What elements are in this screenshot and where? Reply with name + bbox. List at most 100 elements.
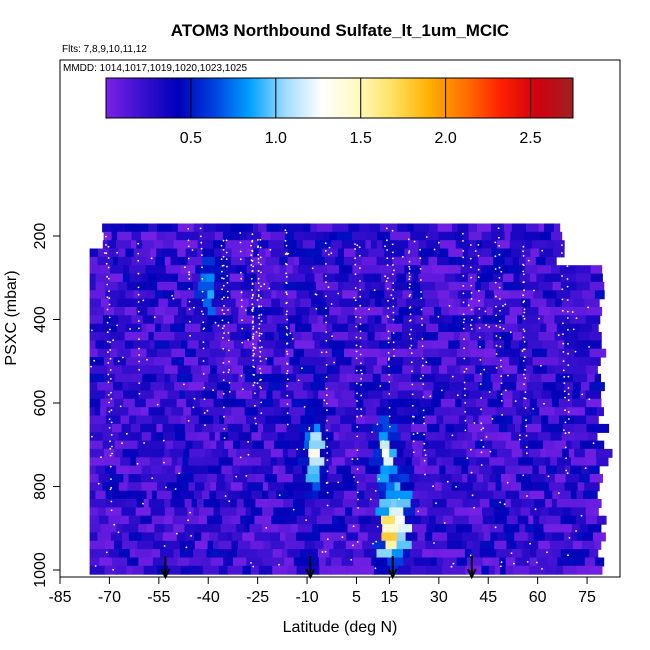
heatmap-cell bbox=[164, 407, 172, 417]
heatmap-cell bbox=[439, 240, 457, 250]
heatmap-cell bbox=[347, 524, 361, 533]
heatmap-cell bbox=[108, 515, 122, 525]
heatmap-cell bbox=[468, 340, 479, 350]
track-point bbox=[567, 554, 569, 557]
heatmap-cell bbox=[497, 432, 512, 442]
heatmap-cell bbox=[572, 540, 583, 550]
heatmap-cell bbox=[391, 332, 403, 341]
heatmap-cell bbox=[257, 465, 263, 475]
heatmap-cell bbox=[174, 423, 186, 433]
heatmap-cell bbox=[193, 549, 207, 559]
track-point bbox=[188, 271, 191, 274]
track-point bbox=[564, 446, 567, 449]
heatmap-cell bbox=[541, 482, 550, 492]
heatmap-cell bbox=[120, 457, 131, 467]
heatmap-cell bbox=[289, 440, 305, 450]
heatmap-cell bbox=[216, 490, 229, 500]
heatmap-cell bbox=[167, 465, 176, 475]
track-point bbox=[239, 232, 242, 234]
track-point bbox=[360, 362, 362, 365]
heatmap-cell bbox=[160, 323, 171, 333]
track-point bbox=[116, 324, 118, 327]
heatmap-cell bbox=[89, 340, 96, 350]
heatmap-cell bbox=[192, 373, 209, 383]
track-point bbox=[330, 252, 333, 255]
track-point bbox=[498, 245, 500, 247]
heatmap-cell bbox=[284, 482, 297, 492]
track-point bbox=[561, 288, 564, 291]
heatmap-cell bbox=[256, 273, 267, 283]
track-point bbox=[258, 305, 260, 308]
heatmap-cell bbox=[410, 565, 427, 575]
heatmap-cell bbox=[436, 457, 443, 467]
track-point bbox=[467, 304, 470, 307]
track-point bbox=[223, 332, 226, 334]
heatmap-cell bbox=[151, 465, 163, 475]
track-point bbox=[500, 399, 503, 402]
heatmap-cell bbox=[233, 415, 247, 425]
heatmap-cell bbox=[500, 332, 514, 341]
heatmap-cell bbox=[245, 507, 252, 517]
track-point bbox=[252, 354, 255, 357]
heatmap-cell bbox=[482, 557, 493, 567]
track-point bbox=[360, 414, 363, 417]
heatmap-cell bbox=[117, 348, 132, 358]
heatmap-cell bbox=[332, 515, 340, 525]
heatmap-cell bbox=[110, 332, 117, 341]
track-point bbox=[462, 264, 465, 267]
heatmap-cell bbox=[544, 273, 561, 283]
heatmap-cell bbox=[321, 248, 339, 258]
heatmap-cell bbox=[448, 265, 462, 275]
heatmap-cell bbox=[374, 332, 382, 341]
track-point bbox=[138, 368, 141, 371]
heatmap-cell bbox=[382, 307, 400, 316]
track-point bbox=[331, 335, 333, 338]
heatmap-cell bbox=[192, 273, 202, 283]
heatmap-cell bbox=[577, 482, 585, 492]
heatmap-cell bbox=[300, 415, 316, 425]
track-point bbox=[355, 357, 358, 360]
heatmap-cell bbox=[284, 557, 295, 567]
heatmap-cell bbox=[342, 499, 358, 508]
heatmap-cell bbox=[467, 273, 478, 283]
track-point bbox=[387, 341, 390, 344]
heatmap-cell bbox=[276, 457, 286, 467]
heatmap-cell bbox=[148, 332, 155, 341]
heatmap-cell bbox=[114, 307, 126, 316]
track-point bbox=[360, 394, 363, 397]
heatmap-cell bbox=[470, 240, 477, 250]
track-point bbox=[480, 451, 483, 454]
track-point bbox=[412, 440, 415, 443]
track-point bbox=[565, 457, 567, 459]
heatmap-cell bbox=[104, 307, 115, 316]
heatmap-cell bbox=[523, 407, 532, 417]
heatmap-cell bbox=[532, 465, 540, 475]
track-point bbox=[252, 349, 255, 352]
heatmap-cell bbox=[449, 290, 459, 300]
track-point bbox=[392, 305, 395, 308]
heatmap-cell bbox=[270, 231, 286, 241]
heatmap-cell bbox=[291, 524, 299, 533]
x-tick-label: -25 bbox=[246, 589, 269, 606]
heatmap-cell bbox=[524, 281, 540, 291]
heatmap-cell bbox=[156, 231, 166, 241]
heatmap-cell bbox=[554, 315, 571, 325]
heatmap-cell bbox=[521, 482, 533, 492]
heatmap-cell bbox=[396, 532, 407, 542]
heatmap-cell bbox=[447, 540, 457, 550]
heatmap-cell bbox=[170, 373, 178, 383]
heatmap-cell bbox=[301, 332, 314, 341]
heatmap-cell bbox=[222, 332, 231, 341]
track-point bbox=[202, 373, 205, 375]
heatmap-cell bbox=[478, 382, 494, 392]
heatmap-cell bbox=[337, 248, 345, 258]
heatmap-cell bbox=[281, 365, 294, 375]
heatmap-cell bbox=[180, 290, 195, 300]
heatmap-cell bbox=[590, 565, 603, 575]
heatmap-cell bbox=[453, 423, 469, 433]
heatmap-cell bbox=[254, 532, 271, 542]
heatmap-cell bbox=[519, 357, 527, 367]
heatmap-cell bbox=[555, 382, 565, 392]
heatmap-cell bbox=[138, 332, 149, 341]
heatmap-cell bbox=[296, 240, 304, 250]
